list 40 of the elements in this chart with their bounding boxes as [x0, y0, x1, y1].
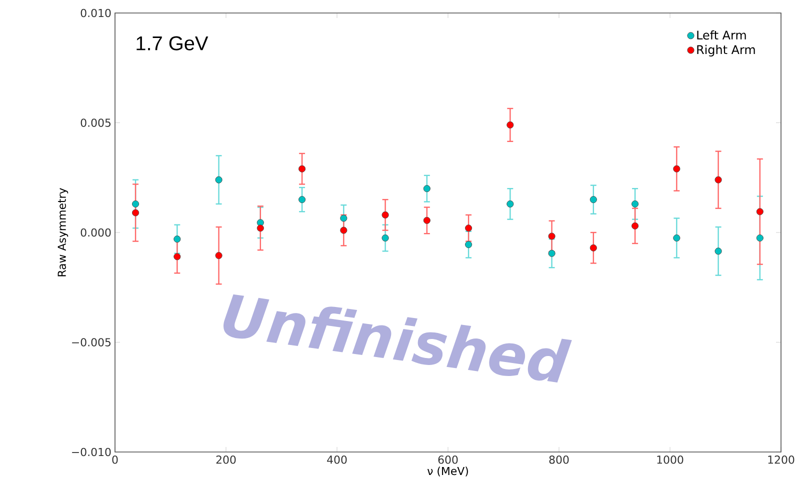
x-axis-title: ν (MeV)	[427, 466, 468, 476]
y-tick-label: −0.005	[72, 338, 111, 346]
point	[382, 234, 389, 242]
y-tick-label: −0.010	[72, 448, 111, 456]
x-tick-label: 1000	[657, 456, 684, 464]
x-tick-label: 800	[549, 456, 569, 464]
point	[382, 211, 389, 218]
point	[423, 216, 430, 224]
point	[132, 209, 140, 216]
y-tick-label: 0.005	[80, 118, 111, 127]
point	[590, 244, 597, 252]
point	[756, 208, 764, 216]
point	[298, 196, 306, 204]
point	[714, 248, 722, 255]
annotation: 1.7 GeV	[136, 36, 208, 50]
point	[590, 196, 597, 204]
x-tick-label: 600	[438, 456, 458, 464]
point	[714, 176, 722, 184]
point	[215, 252, 222, 260]
point	[506, 200, 514, 208]
x-tick-label: 1200	[768, 456, 794, 464]
annotation: Unfinished	[223, 294, 572, 382]
x-tick-label: 0	[112, 456, 118, 464]
y-axis-title: Raw Asymmetry	[58, 188, 68, 276]
point	[132, 200, 140, 208]
y-tick-label: 0.000	[80, 228, 111, 237]
legend-label: Left Arm	[697, 30, 746, 40]
point	[256, 224, 264, 232]
point	[632, 222, 639, 230]
point	[673, 234, 680, 242]
point	[423, 185, 430, 192]
point	[673, 165, 680, 172]
point	[756, 234, 764, 242]
x-tick-label: 200	[216, 456, 236, 464]
y-tick-label: 0.010	[80, 8, 111, 18]
point	[215, 176, 222, 184]
point	[298, 165, 306, 172]
legend-label: Right Arm	[697, 44, 755, 56]
point	[506, 121, 514, 128]
x-tick-label: 400	[327, 456, 347, 464]
